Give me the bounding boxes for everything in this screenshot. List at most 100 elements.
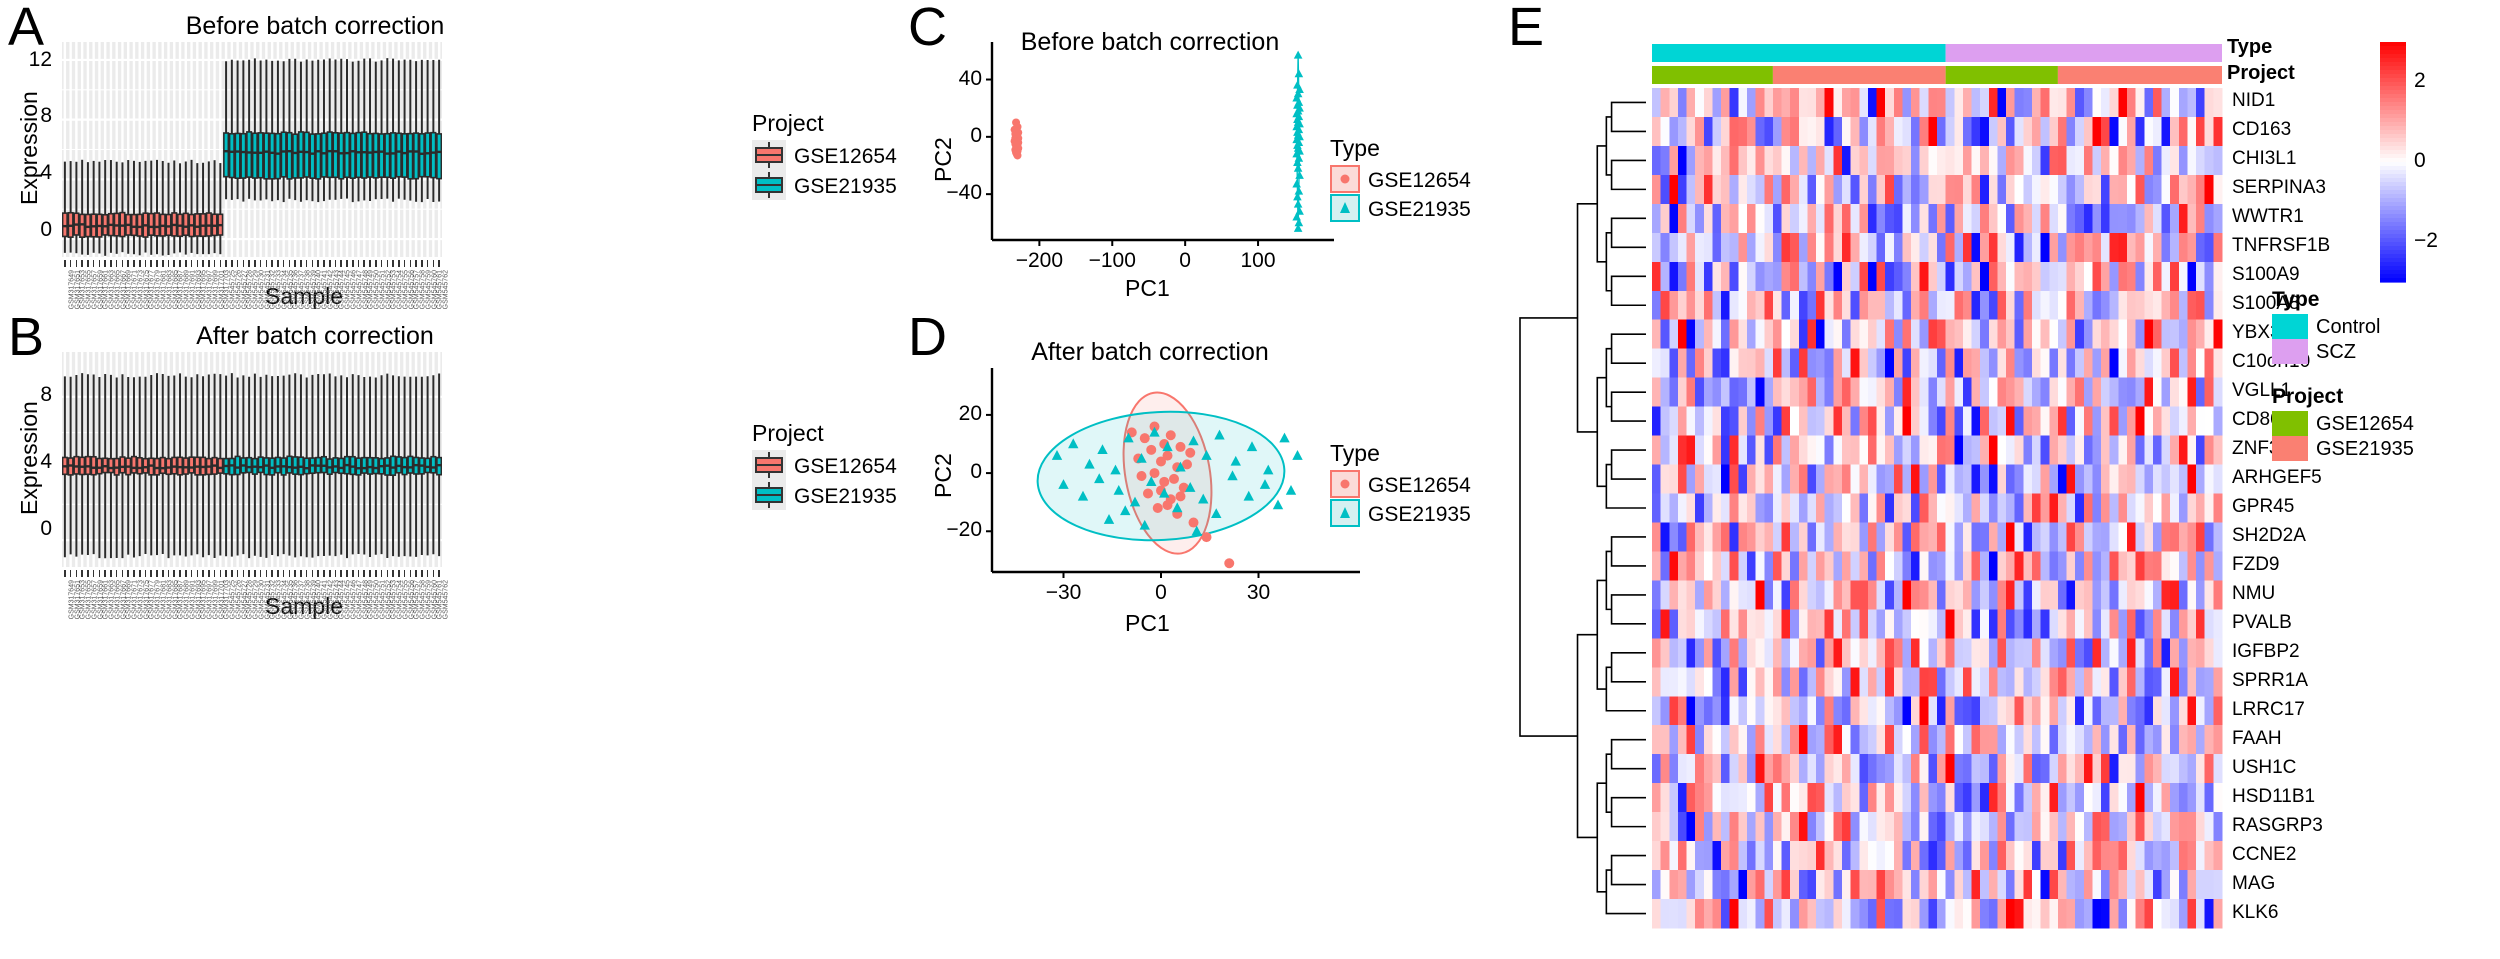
panel-b-legend-key-0[interactable] [752, 450, 786, 480]
axis-tick [248, 260, 250, 267]
axis-tick [254, 260, 256, 267]
axis-tick [190, 570, 193, 577]
gene-label: S100A8 [2232, 293, 2300, 315]
panel-a-legend-label-0: GSE12654 [794, 145, 897, 168]
panel-a-legend-key-1[interactable] [752, 170, 786, 200]
panel-c-legend-title: Type [1330, 135, 1380, 161]
gene-label: LRRC17 [2232, 698, 2305, 720]
axis-tick [213, 260, 216, 267]
axis-tick [225, 260, 227, 267]
axis-tick [138, 260, 141, 267]
gene-label: SH2D2A [2232, 524, 2306, 546]
axis-tick [398, 570, 400, 577]
axis-tick [403, 570, 406, 577]
axis-tick [323, 260, 325, 267]
panel-c-legend-label-1: GSE21935 [1368, 198, 1471, 221]
panel-e-legend-swatch-gse12654[interactable] [2272, 411, 2308, 436]
axis-tick [92, 570, 95, 577]
axis-tick [265, 260, 268, 267]
axis-tick [196, 260, 199, 267]
gene-label: TNFRSF1B [2232, 235, 2331, 257]
axis-tick [190, 260, 193, 267]
panel-c-legend-key-0[interactable] [1330, 165, 1360, 193]
axis-tick [231, 570, 233, 577]
panel-b-legend-key-1[interactable] [752, 480, 786, 510]
axis-tick [242, 260, 245, 267]
panel-d-legend-title: Type [1330, 440, 1380, 466]
panel-a-ytick-0: 12 [28, 48, 52, 71]
axis-tick [277, 570, 279, 577]
panel-a-legend-title: Project [752, 110, 824, 136]
axis-tick [305, 570, 308, 577]
axis-tick [115, 260, 118, 267]
panel-d-legend-label-0: GSE12654 [1368, 474, 1471, 497]
axis-tick [317, 570, 319, 577]
axis-tick [369, 260, 371, 267]
panel-c-xtick: 0 [1179, 249, 1191, 272]
gene-label: YBX3 [2232, 322, 2281, 344]
axis-tick [150, 260, 153, 267]
panel-c-legend-key-1[interactable] [1330, 194, 1360, 222]
panel-a-legend-key-0[interactable] [752, 140, 786, 170]
axis-tick [259, 570, 262, 577]
panel-e-legend-swatch-gse21935[interactable] [2272, 436, 2308, 461]
axis-tick [98, 570, 101, 577]
panel-c-title: Before batch correction [1020, 28, 1280, 56]
gene-label: VGLL1 [2232, 380, 2292, 402]
axis-tick [156, 570, 158, 577]
panel-a-title: Before batch correction [185, 12, 445, 40]
panel-c-x-axis-title: PC1 [1125, 275, 1170, 301]
panel-d-legend-key-1[interactable] [1330, 499, 1360, 527]
panel-d-letter: D [908, 307, 947, 367]
axis-tick [334, 570, 337, 577]
gene-label: GPR45 [2232, 496, 2295, 517]
panel-b-legend-label-0: GSE12654 [794, 455, 897, 478]
axis-tick [184, 260, 187, 267]
axis-tick [196, 570, 199, 577]
panel-a-boxplot-before: A Before batch correction Expression Sam… [0, 0, 900, 309]
axis-tick [161, 570, 164, 577]
panel-a-x-axis-title: Sample [265, 283, 343, 309]
panel-d-plot [986, 368, 1360, 578]
gene-label: MAG [2232, 872, 2276, 894]
axis-tick [81, 570, 83, 577]
axis-tick [415, 260, 417, 267]
axis-tick [334, 260, 337, 267]
panel-e-annot-label-type: Type [2227, 36, 2273, 58]
gene-label: NMU [2232, 582, 2276, 604]
gene-label: WWTR1 [2232, 206, 2304, 228]
axis-tick [213, 570, 216, 577]
axis-tick [133, 260, 135, 267]
axis-tick [156, 260, 158, 267]
axis-tick [202, 570, 204, 577]
panel-e-legend-label-gse21935: GSE21935 [2316, 438, 2414, 460]
panel-e-letter: E [1508, 0, 1545, 57]
axis-tick [277, 260, 279, 267]
panel-d-x-axis-title: PC1 [1125, 610, 1170, 636]
axis-tick [426, 570, 429, 577]
gene-label: USH1C [2232, 756, 2297, 778]
panel-e-legend-swatch-scz[interactable] [2272, 339, 2308, 364]
axis-tick [374, 570, 377, 577]
axis-tick [104, 260, 106, 267]
gene-label: S100A9 [2232, 264, 2300, 286]
axis-tick [311, 260, 314, 267]
sample-tick-label: GSM545762 [442, 270, 450, 310]
axis-tick [87, 570, 89, 577]
panel-c-ytick: 40 [958, 66, 982, 90]
gene-label: CCNE2 [2232, 843, 2297, 865]
panel-d-ytick: 20 [958, 401, 982, 425]
panel-d-legend-key-0[interactable] [1330, 470, 1360, 498]
axis-tick [173, 570, 176, 577]
axis-tick [92, 260, 95, 267]
panel-b-ytick-2: 0 [40, 517, 52, 540]
panel-e-legend-label-gse12654: GSE12654 [2316, 413, 2414, 435]
axis-tick [409, 570, 412, 577]
panel-b-legend-title: Project [752, 420, 824, 446]
axis-tick [98, 260, 101, 267]
axis-tick [346, 570, 348, 577]
axis-tick [69, 570, 72, 577]
panel-e-legend-swatch-control[interactable] [2272, 314, 2308, 339]
gene-label: ARHGEF5 [2232, 467, 2322, 489]
axis-tick [64, 260, 66, 267]
